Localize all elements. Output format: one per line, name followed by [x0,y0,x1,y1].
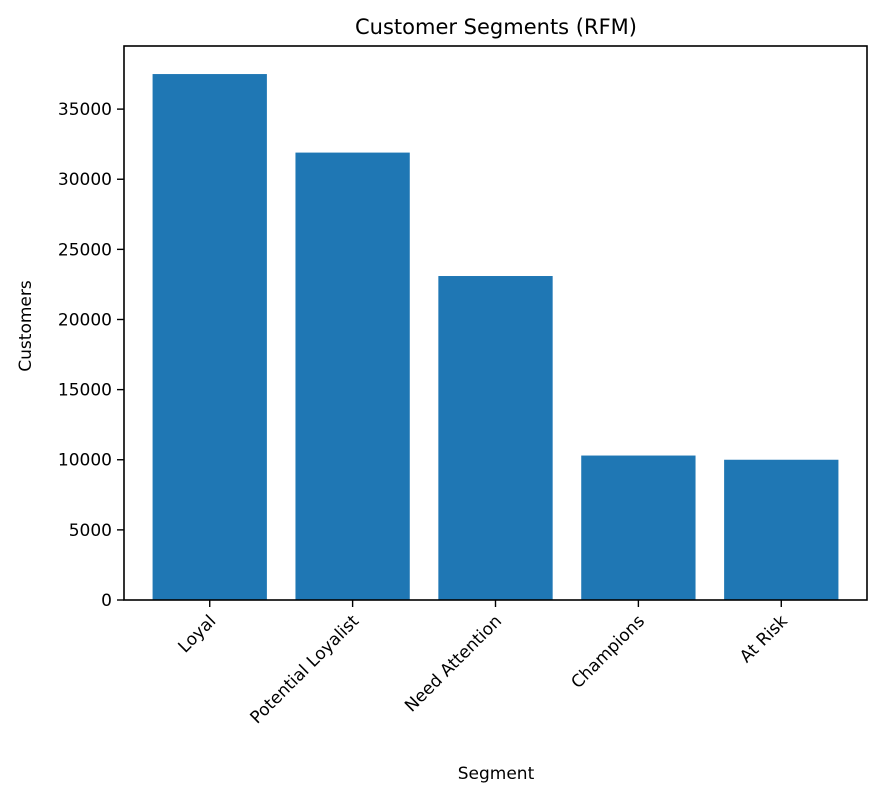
bar-loyal [152,74,267,601]
y-tick-label: 20000 [58,310,112,330]
y-tick-label: 10000 [58,451,112,471]
bars-layer [152,74,839,601]
y-tick-label: 25000 [58,240,112,260]
x-axis-ticks: Loyal Potential Loyalist Need Attention Cha… [174,600,792,728]
y-tick-label: 0 [101,591,112,611]
y-axis-ticks: 0 5000 10000 15000 20000 25000 30000 35000 [58,100,124,611]
chart-title: Customer Segments (RFM) [355,15,637,39]
y-tick-label: 35000 [58,100,112,120]
x-tick-label: Champions [567,611,649,693]
x-tick-label: At Risk [736,611,792,667]
bar-need-attention [438,276,553,600]
y-tick-label: 30000 [58,170,112,190]
bar-at-risk [724,459,839,600]
y-axis-label: Customers [16,280,36,372]
x-tick-label: Potential Loyalist [247,611,364,728]
plot-frame [123,45,868,601]
bar-potential-loyalist [295,152,410,600]
x-axis-label: Segment [458,764,535,784]
x-tick-label: Loyal [174,611,220,657]
y-tick-label: 15000 [58,381,112,401]
x-tick-label: Need Attention [401,611,506,716]
y-tick-label: 5000 [69,521,112,541]
bar-champions [581,455,696,600]
